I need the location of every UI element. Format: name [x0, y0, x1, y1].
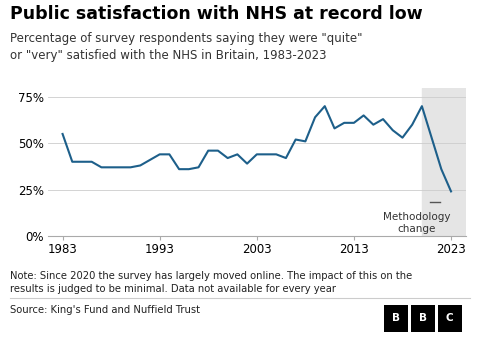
Text: B: B	[419, 313, 427, 323]
Text: Public satisfaction with NHS at record low: Public satisfaction with NHS at record l…	[10, 5, 422, 23]
Bar	[411, 305, 435, 332]
Bar	[422, 88, 466, 236]
Text: Note: Since 2020 the survey has largely moved online. The impact of this on the
: Note: Since 2020 the survey has largely …	[10, 271, 412, 294]
Bar	[384, 305, 408, 332]
Text: B: B	[392, 313, 400, 323]
Bar	[438, 305, 462, 332]
Text: Source: King's Fund and Nuffield Trust: Source: King's Fund and Nuffield Trust	[10, 305, 200, 315]
Text: Methodology
change: Methodology change	[384, 212, 451, 234]
Text: Percentage of survey respondents saying they were "quite"
or "very" satisfied wi: Percentage of survey respondents saying …	[10, 32, 362, 62]
Text: C: C	[446, 313, 454, 323]
